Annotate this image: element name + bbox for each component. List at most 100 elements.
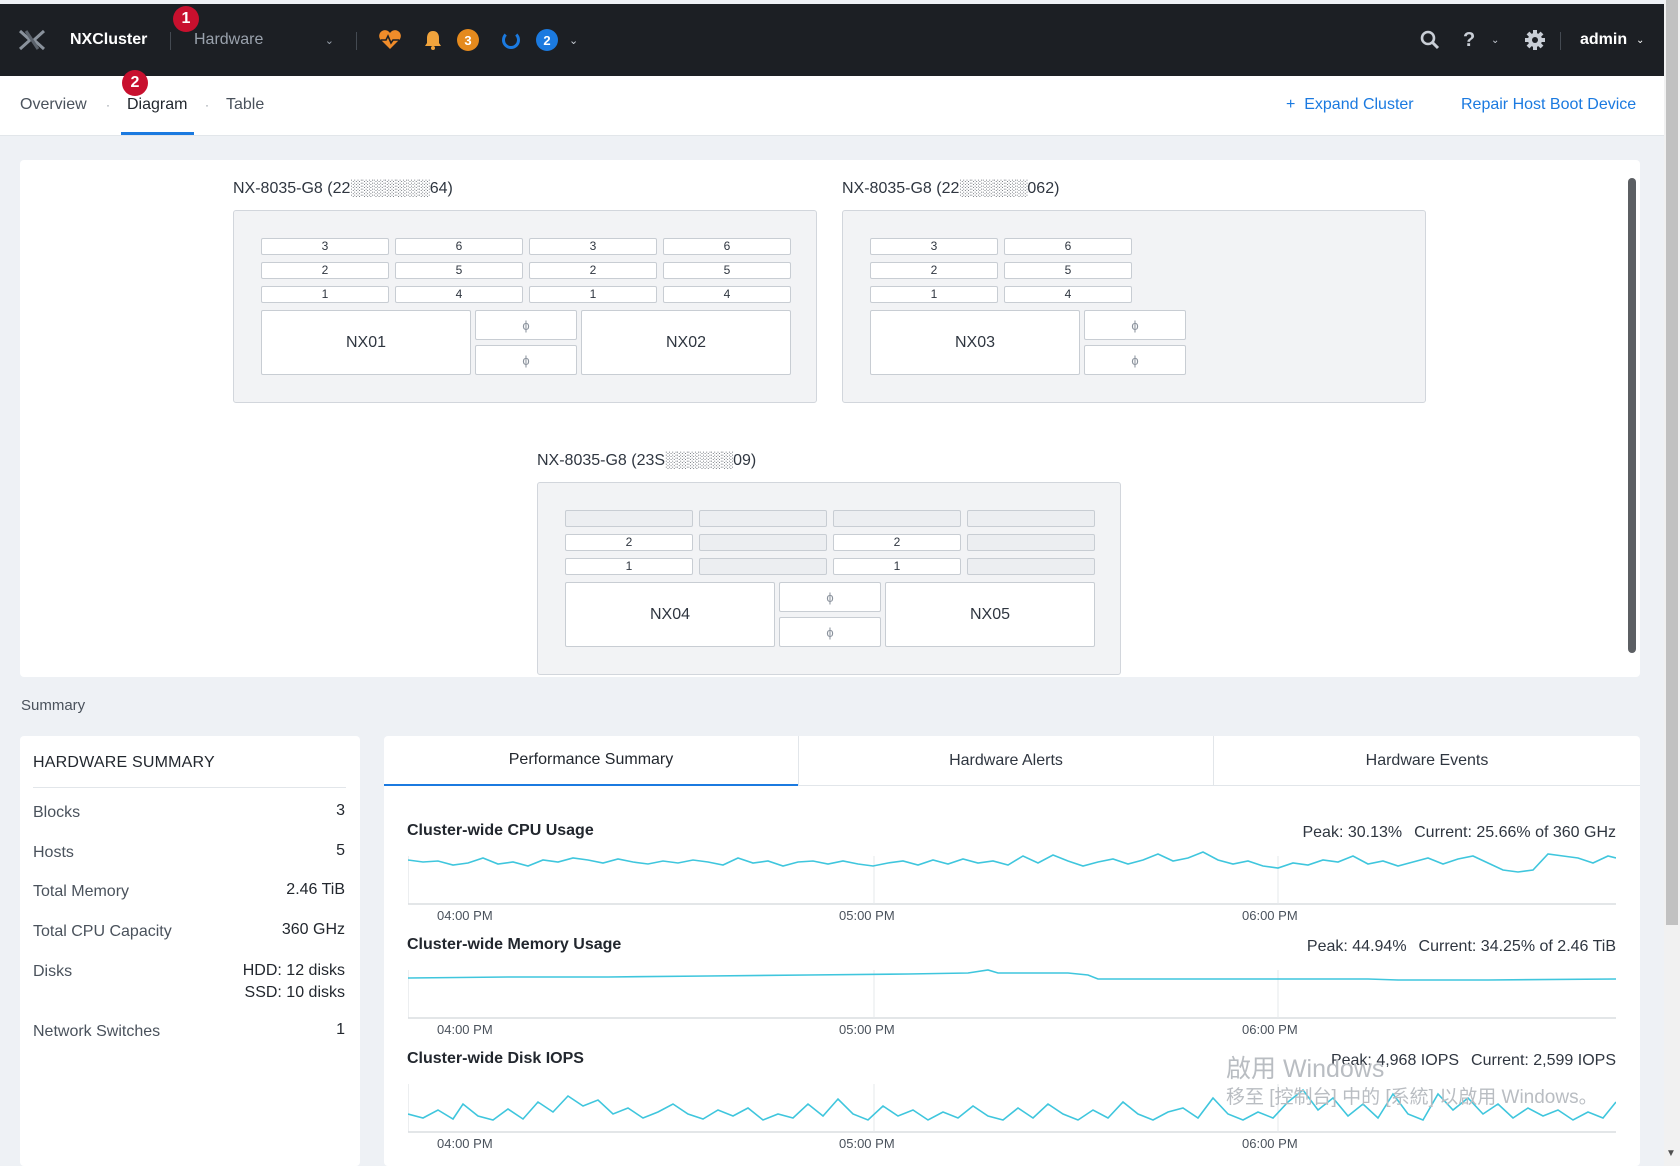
power-supply-lightning-icon[interactable]: ϕ	[1084, 345, 1186, 375]
host-node[interactable]: NX04	[565, 582, 775, 647]
cluster-name[interactable]: NXCluster	[70, 31, 148, 48]
memory-usage-chart[interactable]	[408, 960, 1616, 1020]
summary-value-hosts: 5	[336, 842, 345, 859]
gear-icon[interactable]	[1524, 4, 1546, 76]
health-heart-icon[interactable]	[378, 4, 402, 76]
tasks-spinner-icon[interactable]	[502, 4, 520, 76]
disk-slot[interactable]: 2	[833, 534, 961, 551]
disk-slot[interactable]	[565, 510, 693, 527]
time-axis-label: 05:00 PM	[839, 1136, 895, 1151]
power-supply-lightning-icon[interactable]: ϕ	[1084, 310, 1186, 340]
disk-slot[interactable]: 4	[1004, 286, 1132, 303]
disk-slot[interactable]	[699, 510, 827, 527]
power-supply-lightning-icon[interactable]: ϕ	[779, 617, 881, 647]
iops-peak: Peak: 4,968 IOPS	[1330, 1052, 1460, 1069]
disk-slot[interactable]: 4	[395, 286, 523, 303]
repair-host-boot-device-button[interactable]: Repair Host Boot Device	[1461, 96, 1637, 113]
alerts-bell-icon[interactable]	[424, 4, 442, 76]
divider	[33, 787, 346, 788]
page-scrollbar-thumb[interactable]	[1666, 0, 1678, 925]
block-title[interactable]: NX-8035-G8 (23S░░░░░░09)	[537, 452, 757, 469]
block-chassis[interactable]: 3 6 3 6 2 5 2 5 1 4 1 4 NX01 ϕ ϕ NX02	[233, 210, 817, 403]
power-supply-lightning-icon[interactable]: ϕ	[779, 582, 881, 612]
disk-slot[interactable]: 5	[663, 262, 791, 279]
disk-slot[interactable]: 3	[261, 238, 389, 255]
cpu-usage-chart[interactable]	[408, 846, 1616, 906]
memory-usage-stats: Peak: 44.94% Current: 34.25% of 2.46 TiB	[1295, 938, 1616, 956]
view-selector-dropdown[interactable]: Hardware ⌄	[194, 4, 334, 76]
block-title[interactable]: NX-8035-G8 (22░░░░░░062)	[842, 180, 1060, 197]
summary-value-memory: 2.46 TiB	[286, 881, 345, 898]
cpu-usage-stats: Peak: 30.13% Current: 25.66% of 360 GHz	[1290, 824, 1616, 842]
expand-cluster-button[interactable]: + Expand Cluster	[1286, 96, 1414, 113]
time-axis-label: 04:00 PM	[437, 908, 493, 923]
hardware-summary-card: HARDWARE SUMMARY Blocks 3 Hosts 5 Total …	[20, 736, 360, 1166]
disk-slot[interactable]	[699, 534, 827, 551]
host-node[interactable]: NX03	[870, 310, 1080, 375]
cpu-usage-title[interactable]: Cluster-wide CPU Usage	[407, 822, 594, 839]
disk-slot[interactable]: 5	[395, 262, 523, 279]
power-supply-lightning-icon[interactable]: ϕ	[475, 310, 577, 340]
disk-slot[interactable]	[967, 510, 1095, 527]
disk-iops-title[interactable]: Cluster-wide Disk IOPS	[407, 1050, 584, 1067]
tab-overview[interactable]: Overview	[20, 96, 87, 113]
disk-slot[interactable]: 1	[529, 286, 657, 303]
disk-slot[interactable]: 1	[565, 558, 693, 575]
disk-slot[interactable]: 2	[529, 262, 657, 279]
disk-slot[interactable]: 1	[833, 558, 961, 575]
disk-slot[interactable]: 3	[870, 238, 998, 255]
chevron-down-icon[interactable]: ⌄	[1636, 34, 1645, 46]
time-axis-label: 04:00 PM	[437, 1022, 493, 1037]
disk-slot[interactable]: 2	[870, 262, 998, 279]
block-chassis[interactable]: 3 6 2 5 1 4 NX03 ϕ ϕ	[842, 210, 1426, 403]
host-node[interactable]: NX01	[261, 310, 471, 375]
disk-slot[interactable]: 6	[1004, 238, 1132, 255]
memory-usage-title[interactable]: Cluster-wide Memory Usage	[407, 936, 622, 953]
disk-iops-chart[interactable]	[408, 1074, 1616, 1134]
tab-table[interactable]: Table	[226, 96, 265, 113]
disk-slot[interactable]: 4	[663, 286, 791, 303]
diagram-scrollbar[interactable]	[1628, 178, 1636, 653]
disk-slot[interactable]: 6	[395, 238, 523, 255]
search-icon[interactable]	[1420, 4, 1440, 76]
tab-diagram[interactable]: Diagram	[127, 96, 188, 113]
disk-slot[interactable]: 3	[529, 238, 657, 255]
summary-value-ssd: SSD: 10 disks	[244, 984, 345, 1001]
host-node[interactable]: NX02	[581, 310, 791, 375]
disk-slot[interactable]: 1	[261, 286, 389, 303]
alerts-count-badge[interactable]: 3	[457, 4, 479, 76]
tab-hardware-alerts[interactable]: Hardware Alerts	[799, 736, 1213, 786]
tasks-count-badge[interactable]: 2	[536, 4, 558, 76]
summary-value-blocks: 3	[336, 802, 345, 819]
cpu-peak: Peak: 30.13%	[1302, 824, 1403, 841]
disk-slot[interactable]	[699, 558, 827, 575]
chevron-down-icon[interactable]: ⌄	[1491, 34, 1500, 46]
help-icon[interactable]: ?	[1463, 28, 1476, 51]
divider	[1560, 32, 1561, 50]
block-chassis[interactable]: 2 2 1 1 NX04 ϕ ϕ NX05	[537, 482, 1121, 675]
disk-slot[interactable]: 6	[663, 238, 791, 255]
disk-slot[interactable]: 2	[261, 262, 389, 279]
divider	[356, 32, 357, 50]
tab-hardware-events[interactable]: Hardware Events	[1214, 736, 1640, 786]
user-menu[interactable]: admin	[1580, 31, 1628, 48]
windows-activation-watermark: 啟用 Windows	[1226, 1055, 1385, 1083]
iops-current: Current: 2,599 IOPS	[1471, 1052, 1616, 1069]
disk-slot[interactable]	[833, 510, 961, 527]
scroll-down-arrow-icon[interactable]: ▼	[1666, 1148, 1676, 1159]
view-selector-value: Hardware	[194, 31, 264, 48]
block-title[interactable]: NX-8035-G8 (22░░░░░░░64)	[233, 180, 453, 197]
disk-slot[interactable]: 5	[1004, 262, 1132, 279]
separator-dot: ·	[106, 98, 110, 112]
disk-slot[interactable]	[967, 558, 1095, 575]
nutanix-logo-icon[interactable]	[18, 4, 46, 76]
disk-slot[interactable]: 1	[870, 286, 998, 303]
chevron-down-icon[interactable]: ⌄	[569, 34, 579, 47]
disk-slot[interactable]	[967, 534, 1095, 551]
host-node[interactable]: NX05	[885, 582, 1095, 647]
tab-performance-summary[interactable]: Performance Summary	[384, 736, 798, 786]
power-supply-lightning-icon[interactable]: ϕ	[475, 345, 577, 375]
disk-slot[interactable]: 2	[565, 534, 693, 551]
time-axis-label: 04:00 PM	[437, 1136, 493, 1151]
hardware-diagram-panel: NX-8035-G8 (22░░░░░░░64) 3 6 3 6 2 5 2 5…	[20, 160, 1640, 677]
